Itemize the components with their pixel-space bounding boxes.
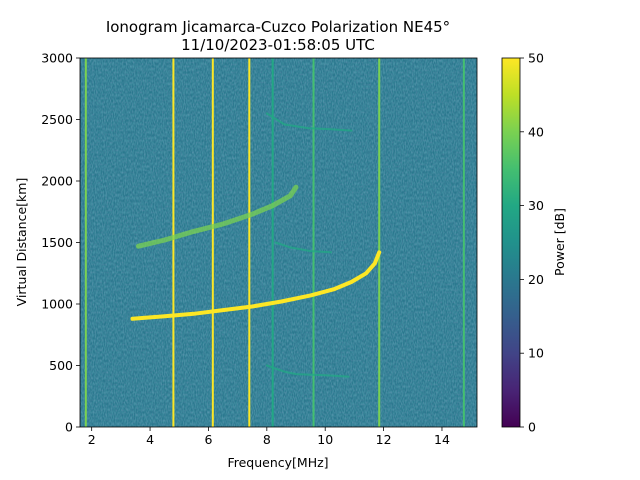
x-tick-label-3: 8: [263, 432, 271, 447]
x-tick-label-2: 6: [204, 432, 212, 447]
x-tick-label-1: 4: [146, 432, 154, 447]
echo-trace-1: [135, 184, 299, 249]
colorbar-tick-label-5: 50: [528, 51, 544, 66]
chart-title-line2: 11/10/2023-01:58:05 UTC: [181, 36, 375, 54]
x-tick-label-4: 10: [317, 432, 333, 447]
y-axis-ticks: 0 500 1000 1500 2000 2500 3000: [41, 51, 80, 435]
colorbar-label: Power [dB]: [552, 208, 567, 276]
x-tick-label-0: 2: [88, 432, 96, 447]
echo-trace-2: [265, 364, 350, 378]
interference-lines: [84, 58, 465, 427]
plot-area: [80, 58, 477, 427]
y-tick-label-3: 1500: [41, 235, 73, 250]
colorbar-tick-label-0: 0: [528, 420, 536, 435]
x-axis-ticks: 2 4 6 8 10 12 14: [88, 427, 450, 447]
echo-trace-3: [274, 241, 332, 254]
y-axis-label: Virtual Distance[km]: [14, 178, 29, 307]
echo-traces: [130, 112, 382, 378]
colorbar-tick-label-3: 30: [528, 198, 544, 213]
colorbar-tick-label-2: 20: [528, 272, 544, 287]
echo-trace-0: [130, 250, 382, 321]
y-tick-label-4: 2000: [41, 174, 73, 189]
colorbar-gradient: [501, 57, 521, 428]
echo-trace-4: [265, 112, 353, 132]
y-tick-label-5: 2500: [41, 112, 73, 127]
chart-title-line1: Ionogram Jicamarca-Cuzco Polarization NE…: [106, 18, 450, 36]
x-tick-label-6: 14: [434, 432, 450, 447]
x-axis-label: Frequency[MHz]: [227, 455, 328, 470]
x-tick-label-5: 12: [376, 432, 392, 447]
y-tick-label-6: 3000: [41, 51, 73, 66]
colorbar-tick-label-1: 10: [528, 346, 544, 361]
colorbar-tick-label-4: 40: [528, 124, 544, 139]
y-tick-label-1: 500: [49, 358, 73, 373]
y-tick-label-0: 0: [65, 420, 73, 435]
colorbar-ticks: 0 10 20 30 40 50: [520, 51, 544, 435]
y-tick-label-2: 1000: [41, 297, 73, 312]
colorbar: 0 10 20 30 40 50 Power [dB]: [501, 51, 567, 435]
